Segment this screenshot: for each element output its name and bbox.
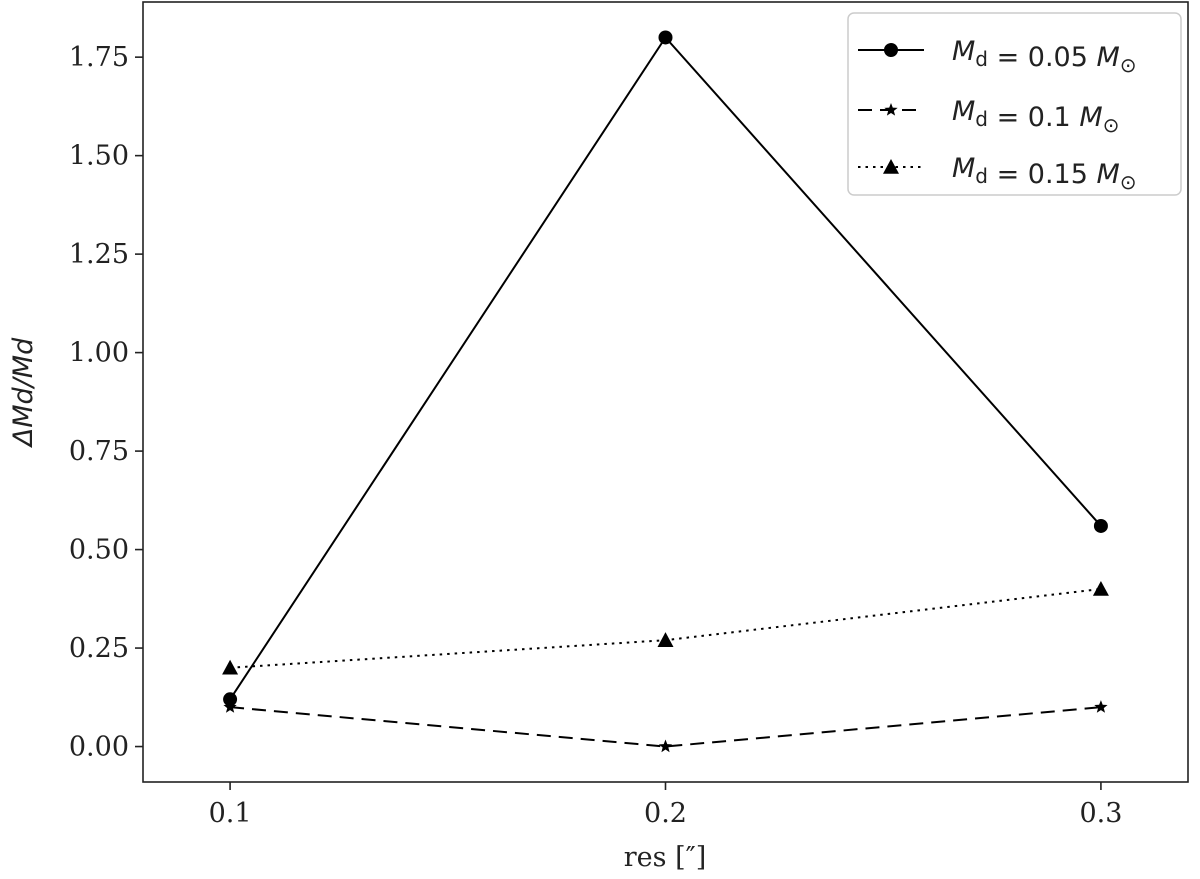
legend-entry: Md = 0.1 M⊙ (858, 96, 1119, 137)
legend-label: Md = 0.05 M⊙ (952, 36, 1137, 77)
y-tick-label: 1.00 (69, 338, 129, 369)
y-tick-label: 0.50 (69, 535, 129, 566)
x-axis-label: res [″] (624, 842, 706, 873)
x-tick-label: 0.3 (1079, 798, 1122, 829)
legend-box (847, 12, 1182, 196)
x-tick-label: 0.1 (209, 798, 252, 829)
data-point-star (223, 700, 237, 713)
y-tick-label: 1.25 (69, 239, 129, 270)
series-line (229, 706, 1102, 748)
series-1 (223, 700, 1108, 753)
y-axis: 0.00 0.25 0.50 0.75 1.00 1.25 1.50 1.75 (69, 42, 143, 763)
legend-entry: Md = 0.15 M⊙ (858, 153, 1137, 194)
data-point-circle (223, 692, 238, 707)
y-tick-label: 0.25 (69, 633, 129, 664)
legend-label: Md = 0.15 M⊙ (952, 153, 1137, 194)
x-tick-label: 0.2 (644, 798, 687, 829)
y-tick-label: 0.75 (69, 436, 129, 467)
data-point-circle (658, 30, 673, 45)
data-point-circle (884, 43, 898, 57)
series-2 (222, 580, 1109, 675)
series-layer (222, 30, 1109, 753)
data-point-triangle (222, 659, 239, 675)
data-point-star (884, 103, 898, 116)
legend-label: Md = 0.1 M⊙ (952, 96, 1119, 137)
data-point-circle (1093, 518, 1108, 533)
y-tick-label: 1.75 (69, 42, 129, 73)
y-axis-label: ΔMd/Md (8, 337, 39, 448)
y-tick-label: 1.50 (69, 141, 129, 172)
legend-entry: Md = 0.05 M⊙ (858, 36, 1137, 77)
data-point-triangle (657, 632, 674, 647)
legend: Md = 0.05 M⊙ Md = 0.1 M⊙ Md = 0.15 M⊙ (847, 12, 1182, 196)
y-tick-label: 0.00 (69, 732, 129, 763)
x-axis: 0.1 0.2 0.3 (209, 782, 1122, 829)
legend-items: Md = 0.05 M⊙ Md = 0.1 M⊙ Md = 0.15 M⊙ (858, 36, 1137, 194)
data-point-triangle (883, 159, 899, 174)
data-point-star (658, 739, 673, 753)
data-point-star (1094, 700, 1108, 713)
series-0 (223, 30, 1108, 707)
data-point-triangle (1092, 580, 1109, 596)
